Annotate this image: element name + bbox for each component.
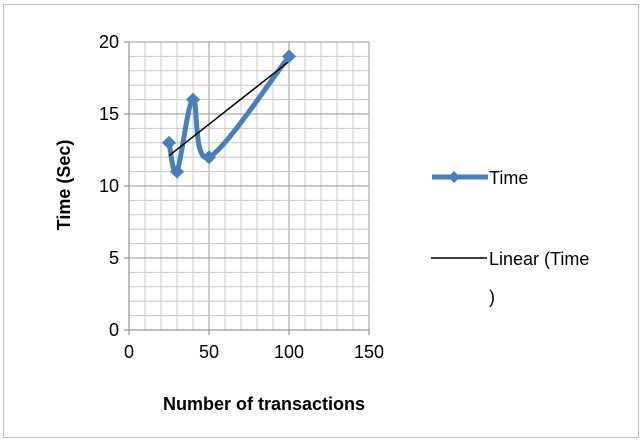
y-tick-label: 10 — [99, 176, 119, 196]
legend-marker-icon — [448, 171, 460, 183]
tick-labels: 0 5 10 15 20 0 50 100 150 — [99, 32, 384, 362]
legend-label-linear: Linear (Time — [489, 249, 589, 269]
trendline-linear — [168, 60, 290, 157]
x-tick-label: 150 — [354, 342, 384, 362]
x-tick-label: 100 — [274, 342, 304, 362]
data-point-marker — [170, 164, 184, 179]
plot-axes — [124, 41, 370, 335]
y-tick-label: 20 — [99, 32, 119, 52]
data-point-marker — [186, 92, 200, 107]
legend-label-time: Time — [489, 168, 528, 188]
plot-grid — [129, 41, 370, 330]
series-group — [162, 49, 296, 179]
series-line-time — [166, 53, 292, 176]
legend-label-linear-cont: ) — [489, 287, 495, 307]
data-point-marker — [162, 135, 176, 150]
x-tick-label: 50 — [199, 342, 219, 362]
y-tick-label: 5 — [109, 248, 119, 268]
y-tick-label: 15 — [99, 104, 119, 124]
data-point-marker — [282, 49, 296, 64]
x-tick-label: 0 — [124, 342, 134, 362]
legend: Time Linear (Time ) — [431, 168, 589, 307]
y-tick-label: 0 — [109, 320, 119, 340]
y-axis-title: Time (Sec) — [54, 140, 74, 231]
x-axis-title: Number of transactions — [163, 394, 365, 414]
data-point-marker — [202, 150, 216, 165]
